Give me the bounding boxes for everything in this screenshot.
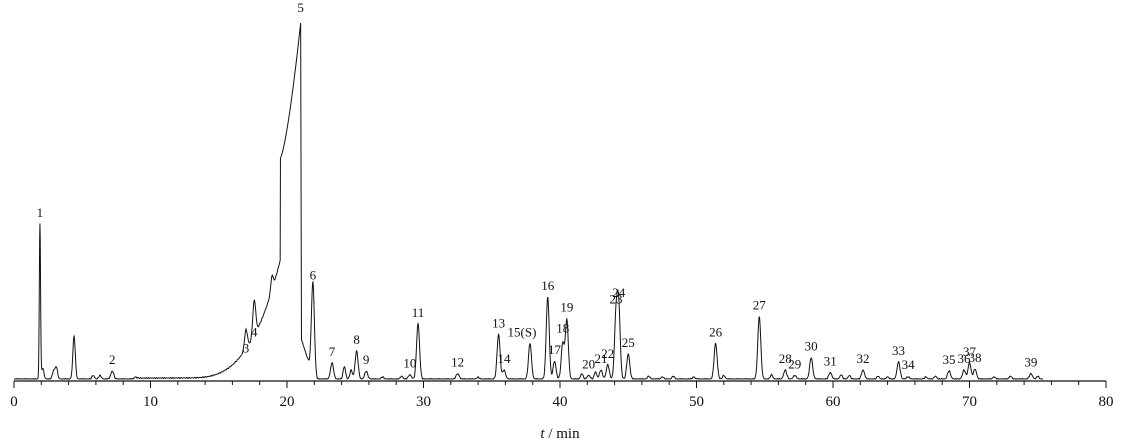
peak-label: 35 [943,352,956,367]
peak-label: 14 [498,351,512,366]
peak-label: 38 [968,350,981,365]
peak-label: 17 [548,342,562,357]
x-tick-label: 80 [1099,394,1114,410]
peak-label: 27 [753,298,767,313]
peak-label: 8 [353,332,360,347]
peak-label: 39 [1024,355,1037,370]
peak-label: 34 [902,357,916,372]
x-tick-label: 50 [689,394,704,410]
peak-label: 24 [612,285,626,300]
peak-label: 4 [251,324,258,339]
peak-label: 6 [310,267,317,282]
peak-label: 20 [582,356,595,371]
peak-label: 37 [963,344,977,359]
chromatogram-line [13,22,1044,380]
peak-label: 11 [412,305,425,320]
peak-label: 32 [857,351,870,366]
peak-label: 1 [37,205,44,220]
peak-label: 23 [609,291,622,306]
peak-label: 7 [329,344,336,359]
x-axis: 0 10 20 30 40 50 60 70 80 [10,380,1114,410]
peak-label: 19 [560,299,573,314]
peak-label: 12 [451,355,464,370]
peak-label: 15(S) [508,324,537,339]
x-tick-label: 10 [143,394,158,410]
x-axis-title: t / min [540,426,580,441]
x-tick-label: 0 [10,394,18,410]
peak-label: 30 [805,339,818,354]
peak-label: 26 [709,324,723,339]
x-tick-label: 20 [280,394,295,410]
peak-label: 29 [788,356,801,371]
peak-label: 18 [556,320,569,335]
x-tick-label: 60 [826,394,841,410]
peak-label: 28 [779,351,792,366]
peak-label: 25 [622,335,635,350]
x-axis-title-variable: t [540,426,545,441]
peak-label: 33 [892,343,905,358]
x-axis-title-unit: / min [545,426,581,441]
peak-label: 22 [601,346,614,361]
peak-label: 2 [109,352,116,367]
x-tick-label: 40 [553,394,568,410]
peak-label: 9 [363,352,370,367]
peak-label: 10 [403,356,416,371]
x-tick-label: 70 [962,394,977,410]
x-tick-label: 30 [416,394,431,410]
peak-label: 31 [824,354,837,369]
peak-label: 36 [958,351,972,366]
peak-label: 5 [297,0,304,15]
peak-label: 13 [492,316,505,331]
peak-label: 21 [594,351,607,366]
peak-label: 3 [243,340,250,355]
chromatogram-trace [13,22,1044,380]
peak-label: 16 [541,278,555,293]
